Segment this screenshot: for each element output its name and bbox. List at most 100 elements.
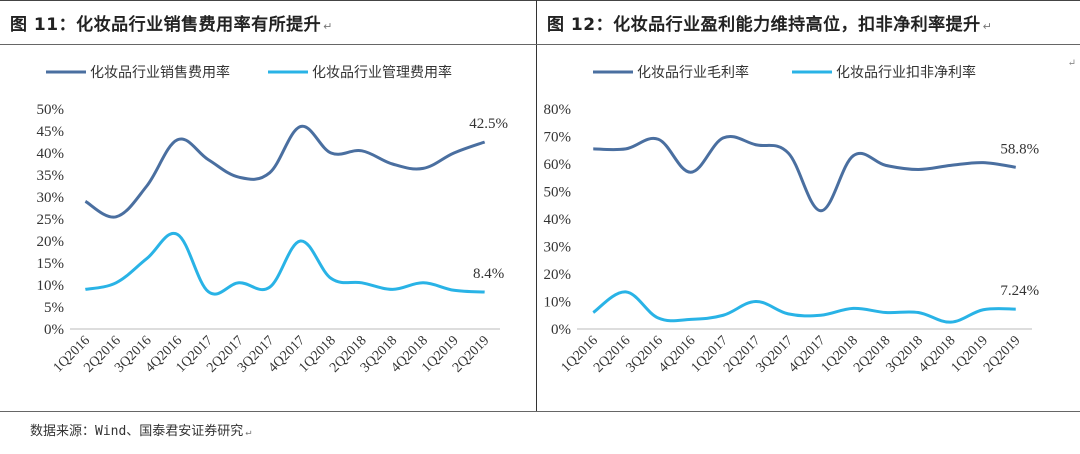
return-mark-icon: ↵ xyxy=(1067,58,1076,69)
data-point xyxy=(624,290,627,293)
data-point xyxy=(176,138,179,141)
panel-title-text: 图 12：化妆品行业盈利能力维持高位，扣非净利率提升 xyxy=(547,15,981,35)
data-point xyxy=(982,161,985,164)
data-point xyxy=(754,300,757,303)
series-line xyxy=(592,290,1016,324)
data-point xyxy=(268,286,271,289)
y-tick-label: 40% xyxy=(37,146,65,162)
data-point xyxy=(115,281,118,284)
source-note: 数据来源：Wind、国泰君安证券研究 ↵ xyxy=(30,420,251,439)
return-mark-icon: ↵ xyxy=(245,427,252,438)
panel-divider xyxy=(536,0,537,412)
return-mark-icon: ↵ xyxy=(323,20,333,33)
data-point xyxy=(268,171,271,174)
line-chart: 化妆品行业销售费用率 化妆品行业管理费用率 0% 5% 10% 15% 20% 25% 30% 3… xyxy=(37,64,509,376)
y-tick-label: 30% xyxy=(37,190,65,206)
series-line xyxy=(84,125,486,219)
data-point xyxy=(115,215,118,218)
data-point xyxy=(787,312,790,315)
top-border xyxy=(0,0,1080,1)
data-point xyxy=(592,147,595,150)
panel-title: 图 11：化妆品行业销售费用率有所提升 ↵ xyxy=(10,10,333,35)
data-point xyxy=(722,136,725,139)
value-annotation: 8.4% xyxy=(473,266,504,282)
data-point xyxy=(689,318,692,321)
data-point xyxy=(949,321,952,324)
data-point xyxy=(1014,166,1017,169)
data-point xyxy=(330,277,333,280)
data-point xyxy=(787,152,790,155)
bottom-border xyxy=(0,411,1080,412)
data-point xyxy=(84,288,87,291)
data-point xyxy=(917,311,920,314)
data-point xyxy=(819,209,822,212)
data-point xyxy=(453,152,456,155)
data-point xyxy=(422,281,425,284)
data-point xyxy=(819,314,822,317)
value-annotation: 7.24% xyxy=(1000,283,1039,299)
legend-label: 化妆品行业管理费用率 xyxy=(312,64,452,81)
data-point xyxy=(360,281,363,284)
y-tick-label: 20% xyxy=(544,267,572,283)
data-point xyxy=(238,176,241,179)
title-divider xyxy=(0,44,1080,45)
data-point xyxy=(391,288,394,291)
data-point xyxy=(657,138,660,141)
return-mark-icon: ↵ xyxy=(982,20,993,33)
data-point xyxy=(1014,308,1017,311)
y-tick-label: 0% xyxy=(44,322,64,338)
data-point xyxy=(852,154,855,157)
data-point xyxy=(852,307,855,310)
data-point xyxy=(84,200,87,203)
panel-title: 图 12：化妆品行业盈利能力维持高位，扣非净利率提升 ↵ xyxy=(547,10,992,35)
legend-label: 化妆品行业扣非净利率 xyxy=(836,64,976,81)
series-line xyxy=(85,231,485,296)
data-point xyxy=(624,147,627,150)
data-point xyxy=(982,308,985,311)
data-point xyxy=(391,163,394,166)
y-tick-label: 50% xyxy=(37,102,65,118)
data-point xyxy=(657,317,660,320)
y-tick-label: 0% xyxy=(551,322,571,338)
y-tick-label: 60% xyxy=(544,157,572,173)
x-tick-label: 2Q2019 xyxy=(981,333,1024,376)
value-annotation: 42.5% xyxy=(469,116,508,132)
y-tick-label: 40% xyxy=(544,212,572,228)
y-tick-label: 30% xyxy=(544,240,572,256)
y-tick-label: 70% xyxy=(544,130,572,146)
data-point xyxy=(689,171,692,174)
data-point xyxy=(176,233,179,236)
y-tick-label: 20% xyxy=(37,234,65,250)
line-chart: 化妆品行业毛利率 化妆品行业扣非净利率 0% 10% 20% 30% 40% 50% 60% 70… xyxy=(544,64,1040,376)
data-point xyxy=(917,168,920,171)
data-point xyxy=(330,152,333,155)
y-tick-label: 25% xyxy=(37,212,65,228)
y-tick-label: 10% xyxy=(544,295,572,311)
data-point xyxy=(453,289,456,292)
data-point xyxy=(422,167,425,170)
data-point xyxy=(884,311,887,314)
data-point xyxy=(299,240,302,243)
data-point xyxy=(949,164,952,167)
value-annotation: 58.8% xyxy=(1000,141,1039,157)
data-point xyxy=(145,257,148,260)
y-tick-label: 5% xyxy=(44,300,64,316)
data-point xyxy=(299,125,302,128)
data-point xyxy=(483,141,486,144)
data-point xyxy=(238,281,241,284)
data-point xyxy=(145,185,148,188)
data-point xyxy=(592,311,595,314)
y-tick-label: 80% xyxy=(544,102,572,118)
y-tick-label: 15% xyxy=(37,256,65,272)
source-text: 数据来源：Wind、国泰君安证券研究 xyxy=(30,424,244,439)
data-point xyxy=(483,291,486,294)
series-line xyxy=(593,134,1016,213)
y-tick-label: 35% xyxy=(37,168,65,184)
data-point xyxy=(207,158,210,161)
y-tick-label: 45% xyxy=(37,124,65,140)
legend-label: 化妆品行业毛利率 xyxy=(637,64,749,81)
data-point xyxy=(207,290,210,293)
legend-label: 化妆品行业销售费用率 xyxy=(90,64,230,81)
data-point xyxy=(884,164,887,167)
data-point xyxy=(754,143,757,146)
